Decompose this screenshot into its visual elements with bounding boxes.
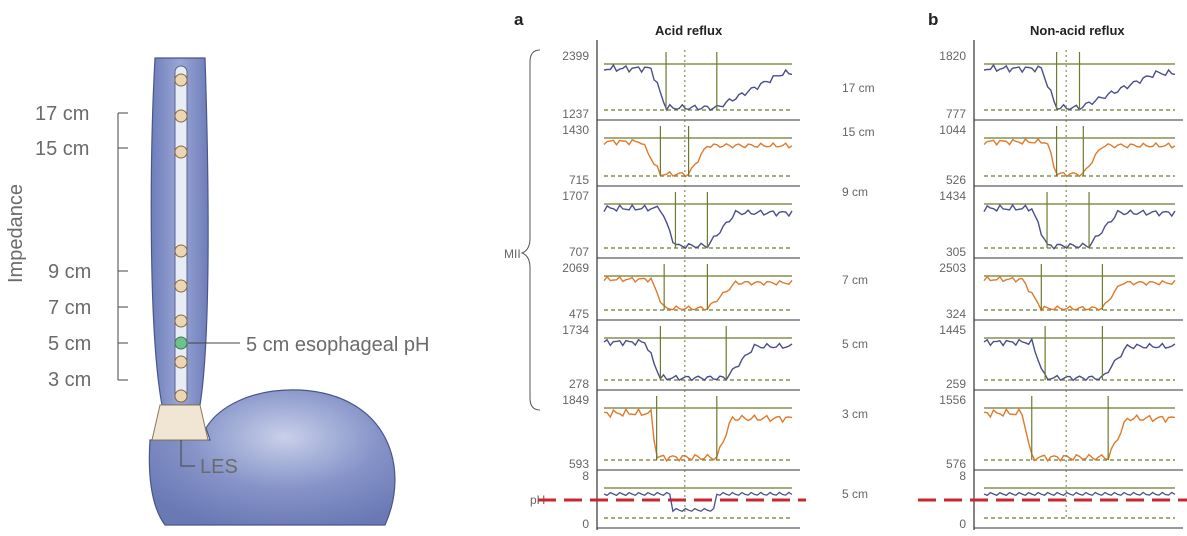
channel-level-7: 7 cm	[842, 273, 868, 287]
channel-level-5: 5 cm	[842, 337, 868, 351]
scale-min: 777	[946, 107, 966, 121]
impedance-sensor	[174, 244, 188, 258]
impedance-trace	[603, 63, 793, 112]
impedance-trace	[983, 337, 1176, 382]
ph-label: pH	[530, 493, 545, 507]
impedance-sensor	[174, 73, 188, 87]
impedance-trace	[603, 407, 793, 463]
mii-brace	[520, 49, 541, 411]
panel-b-title: Non-acid reflux	[1030, 23, 1125, 38]
impedance-sensor	[174, 314, 188, 328]
ph-scale-min: 0	[959, 517, 966, 531]
scale-max: 2503	[939, 261, 966, 275]
scale-max: 1849	[562, 393, 589, 407]
impedance-sensors	[174, 73, 188, 403]
scale-max: 1707	[562, 189, 589, 203]
scale-min: 305	[946, 245, 966, 259]
ph-sensor	[174, 336, 188, 350]
ph-sensor-label: 5 cm esophageal pH	[246, 334, 429, 356]
impedance-trace	[983, 137, 1176, 178]
mii-label: MII	[504, 247, 521, 261]
scale-min: 475	[569, 307, 589, 321]
impedance-sensor	[174, 145, 188, 159]
panel-b-letter: b	[928, 10, 938, 29]
impedance-sensor	[174, 109, 188, 123]
level-label-15: 15 cm	[35, 138, 89, 160]
channel-level-3: 3 cm	[842, 407, 868, 421]
ph-trace	[983, 491, 1176, 497]
level-label-17: 17 cm	[35, 103, 89, 125]
level-labels: 17 cm 15 cm 9 cm 7 cm 5 cm 3 cm	[35, 103, 91, 391]
panel-b: b Non-acid reflux 1820 777 1044 526 1434 305 2…	[918, 10, 1187, 531]
impedance-trace	[983, 275, 1176, 312]
scale-max: 2069	[562, 261, 589, 275]
scale-max: 1434	[939, 189, 966, 203]
panel-a-title: Acid reflux	[655, 23, 723, 38]
scale-min: 259	[946, 377, 966, 391]
impedance-trace	[603, 203, 793, 250]
ph-scale-max: 8	[959, 469, 966, 483]
channel-level-17: 17 cm	[842, 81, 875, 95]
scale-min: 278	[569, 377, 589, 391]
level-ticks	[117, 112, 240, 467]
stomach-shape	[148, 389, 396, 526]
level-label-9: 9 cm	[48, 261, 91, 283]
ph-scale-max: 8	[582, 469, 589, 483]
level-label-5: 5 cm	[48, 333, 91, 355]
channel-level-15: 15 cm	[842, 125, 875, 139]
scale-min: 526	[946, 173, 966, 187]
level-label-7: 7 cm	[48, 297, 91, 319]
esophagus-diagram: 17 cm 15 cm 9 cm 7 cm 5 cm 3 cm Impedanc…	[5, 57, 429, 526]
impedance-trace	[983, 203, 1176, 250]
impedance-trace	[603, 138, 793, 178]
scale-min: 593	[569, 457, 589, 471]
impedance-sensor	[174, 355, 188, 369]
channel-level-ph: 5 cm	[842, 487, 868, 501]
scale-max: 1734	[562, 323, 589, 337]
panel-a-letter: a	[514, 10, 524, 29]
impedance-axis-label: Impedance	[5, 184, 27, 283]
scale-max: 2399	[562, 49, 589, 63]
scale-min: 324	[946, 307, 966, 321]
impedance-trace	[603, 275, 793, 311]
scale-max: 1556	[939, 393, 966, 407]
scale-min: 707	[569, 245, 589, 259]
scale-max: 1445	[939, 323, 966, 337]
scale-max: 1044	[939, 123, 966, 137]
ph-trace	[603, 491, 793, 513]
ph-scale-min: 0	[582, 517, 589, 531]
impedance-sensor	[174, 279, 188, 293]
les-band	[151, 404, 209, 441]
level-label-3: 3 cm	[48, 369, 91, 391]
les-label: LES	[200, 456, 238, 478]
scale-min: 1237	[562, 107, 589, 121]
scale-min: 576	[946, 457, 966, 471]
scale-max: 1820	[939, 49, 966, 63]
channel-level-9: 9 cm	[842, 185, 868, 199]
scale-max: 1430	[562, 123, 589, 137]
impedance-trace	[983, 407, 1176, 463]
panel-a: a Acid reflux MII pH 2399 1237 1430 715 1707…	[504, 10, 875, 531]
scale-min: 715	[569, 173, 589, 187]
impedance-trace	[603, 338, 793, 382]
impedance-sensor	[174, 389, 188, 403]
